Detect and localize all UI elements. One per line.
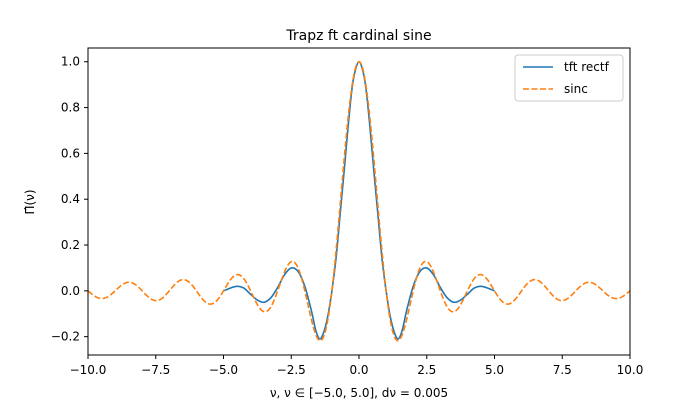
x-axis-label: ν, ν ∈ [−5.0, 5.0], dν = 0.005: [270, 386, 448, 400]
x-tick-label: 7.5: [553, 363, 572, 377]
plot-area: [87, 60, 631, 342]
y-tick-label: 0.4: [61, 192, 80, 206]
x-tick-label: −7.5: [141, 363, 170, 377]
plot-frame: [87, 47, 631, 356]
x-tick-label: 5.0: [485, 363, 504, 377]
y-tick-label: 0.6: [61, 146, 80, 160]
legend: tft rectf sinc: [514, 54, 624, 102]
y-tick-label: −0.2: [51, 330, 80, 344]
series-line-sinc: [87, 60, 631, 342]
x-tick-label: 10.0: [617, 363, 644, 377]
x-tick-label: 0.0: [349, 363, 368, 377]
x-tick-label: −10.0: [70, 363, 107, 377]
chart-title: Trapz ft cardinal sine: [285, 28, 431, 44]
x-tick-label: −2.5: [277, 363, 306, 377]
legend-label-sinc: sinc: [564, 82, 588, 96]
y-tick-label: 0.0: [61, 284, 80, 298]
y-tick-label: 0.8: [61, 101, 80, 115]
legend-label-tft-rectf: tft rectf: [564, 60, 610, 74]
x-tick-label: −5.0: [209, 363, 238, 377]
y-tick-label: 1.0: [61, 55, 80, 69]
y-tick-label: 0.2: [61, 238, 80, 252]
x-tick-label: 2.5: [417, 363, 436, 377]
x-axis: −10.0 −7.5 −5.0 −2.5 0.0 2.5 5.0 7.5 10.0: [70, 355, 644, 377]
y-axis-label: Π̂(ν): [23, 189, 37, 214]
y-axis: −0.2 0.0 0.2 0.4 0.6 0.8 1.0: [51, 55, 88, 344]
